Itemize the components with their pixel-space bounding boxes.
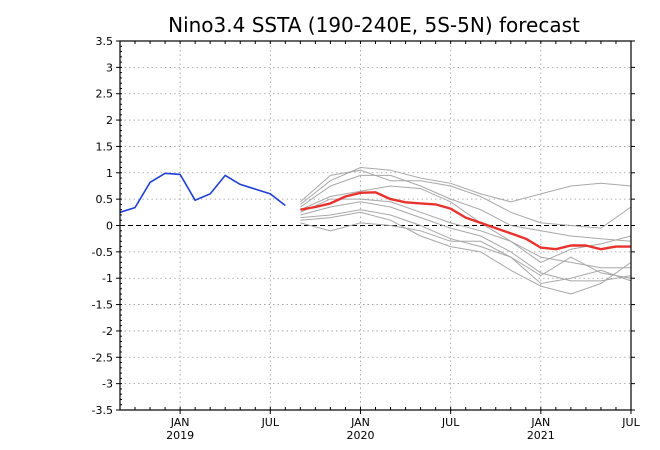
x-tick-label: JUL [621, 416, 640, 429]
x-year-label: 2021 [527, 429, 555, 442]
y-tick-label: 0.5 [96, 193, 114, 206]
y-tick-label: -2.5 [92, 351, 113, 364]
ensemble-member-line [300, 169, 632, 229]
y-tick-label: -3.5 [92, 404, 113, 417]
y-tick-label: 1 [106, 167, 113, 180]
ensemble-member-line [300, 209, 632, 285]
x-tick-label: JAN [530, 416, 550, 429]
y-tick-label: 0 [106, 220, 113, 233]
main-series [119, 172, 631, 251]
ensemble-member-line [300, 201, 632, 282]
ensemble-mean-line [300, 191, 631, 251]
y-tick-label: -2 [102, 325, 113, 338]
x-tick-label: JUL [441, 416, 460, 429]
chart-title: Nino3.4 SSTA (190-240E, 5S-5N) forecast [168, 13, 580, 37]
ensemble-member-line [300, 166, 632, 205]
y-tick-label: 3 [106, 61, 113, 74]
ensemble-member-line [300, 211, 632, 295]
x-tick-label: JAN [170, 416, 190, 429]
ensemble-members [300, 166, 632, 295]
y-tick-label: -1.5 [92, 299, 113, 312]
axes: -3.5 -3 -2.5 -2 -1.5 -1 -0.5 0 0.5 1 1.5 2 2.5 3 3.5 JA… [92, 35, 641, 442]
x-year-label: 2019 [166, 429, 194, 442]
y-tick-label: 2.5 [96, 88, 114, 101]
y-tick-label: 2 [106, 114, 113, 127]
ensemble-member-line [300, 185, 632, 263]
x-tick-label: JAN [350, 416, 370, 429]
ensemble-member-line [300, 198, 631, 269]
x-year-label: 2020 [346, 429, 374, 442]
y-tick-label: 1.5 [96, 140, 114, 153]
y-tick-label: -1 [102, 272, 113, 285]
x-tick-label: JUL [261, 416, 280, 429]
y-tick-label: -3 [102, 378, 113, 391]
y-tick-label: -0.5 [92, 246, 113, 259]
observed-line [119, 172, 286, 214]
ensemble-member-line [300, 174, 632, 242]
y-tick-label: 3.5 [96, 35, 114, 48]
ensemble-member-line [300, 222, 632, 279]
